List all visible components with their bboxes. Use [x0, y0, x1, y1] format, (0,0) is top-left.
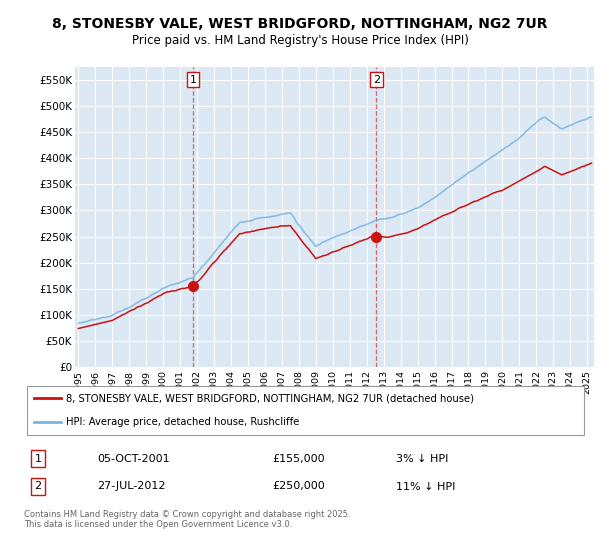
- Text: 27-JUL-2012: 27-JUL-2012: [97, 482, 166, 492]
- Text: 11% ↓ HPI: 11% ↓ HPI: [396, 482, 455, 492]
- Text: Contains HM Land Registry data © Crown copyright and database right 2025.
This d: Contains HM Land Registry data © Crown c…: [24, 510, 350, 529]
- Text: 1: 1: [190, 74, 196, 85]
- Text: Price paid vs. HM Land Registry's House Price Index (HPI): Price paid vs. HM Land Registry's House …: [131, 34, 469, 47]
- Text: 3% ↓ HPI: 3% ↓ HPI: [396, 454, 449, 464]
- Text: 8, STONESBY VALE, WEST BRIDGFORD, NOTTINGHAM, NG2 7UR: 8, STONESBY VALE, WEST BRIDGFORD, NOTTIN…: [52, 17, 548, 31]
- FancyBboxPatch shape: [27, 386, 584, 435]
- Text: 1: 1: [35, 454, 41, 464]
- Text: £250,000: £250,000: [272, 482, 325, 492]
- Text: 8, STONESBY VALE, WEST BRIDGFORD, NOTTINGHAM, NG2 7UR (detached house): 8, STONESBY VALE, WEST BRIDGFORD, NOTTIN…: [66, 394, 475, 404]
- Text: £155,000: £155,000: [272, 454, 325, 464]
- Text: 2: 2: [373, 74, 380, 85]
- Text: 05-OCT-2001: 05-OCT-2001: [97, 454, 170, 464]
- Text: 2: 2: [35, 482, 41, 492]
- Text: HPI: Average price, detached house, Rushcliffe: HPI: Average price, detached house, Rush…: [66, 417, 299, 427]
